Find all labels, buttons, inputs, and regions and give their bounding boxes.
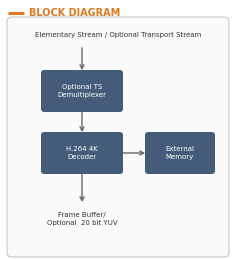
- Text: External
Memory: External Memory: [165, 146, 194, 160]
- Text: BLOCK DIAGRAM: BLOCK DIAGRAM: [29, 8, 120, 18]
- FancyBboxPatch shape: [41, 132, 123, 174]
- Text: Optional TS
Demultiplexer: Optional TS Demultiplexer: [58, 84, 106, 98]
- FancyBboxPatch shape: [7, 17, 229, 257]
- FancyBboxPatch shape: [145, 132, 215, 174]
- Text: Elementary Stream / Optional Transport Stream: Elementary Stream / Optional Transport S…: [35, 32, 201, 38]
- Text: Frame Buffer/
Optional  20 bit YUV: Frame Buffer/ Optional 20 bit YUV: [47, 212, 117, 226]
- Text: H.264 4K
Decoder: H.264 4K Decoder: [66, 146, 98, 160]
- FancyBboxPatch shape: [41, 70, 123, 112]
